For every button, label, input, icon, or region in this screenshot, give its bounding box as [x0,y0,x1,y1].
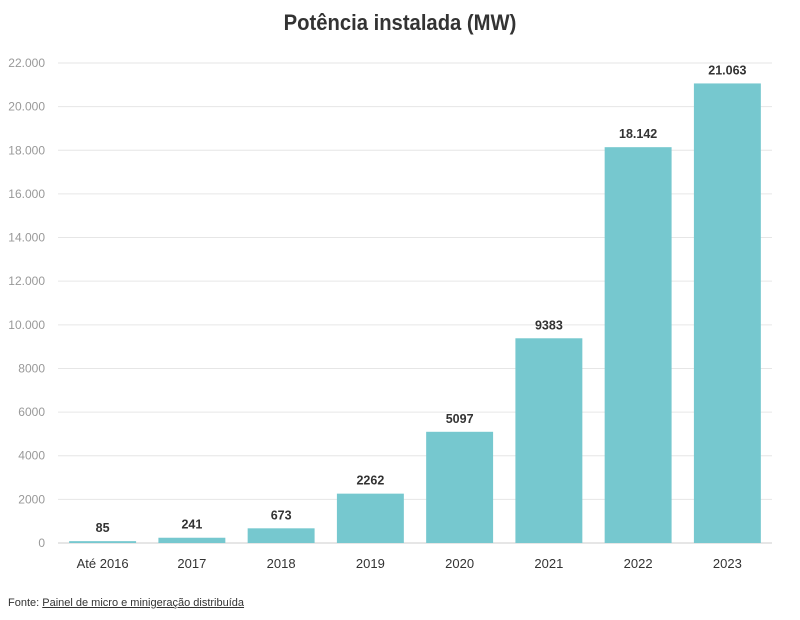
bar [515,338,583,543]
source-prefix: Fonte: [8,597,40,609]
y-tick-label: 16.000 [8,187,45,201]
bar [604,147,672,543]
y-tick-label: 6000 [18,405,45,419]
y-tick-label: 0 [38,536,45,550]
bar-value-label: 241 [181,518,202,532]
bar [693,83,761,543]
y-tick-label: 14.000 [8,231,45,245]
x-category-label: Até 2016 [77,556,129,571]
bar-value-label: 5097 [446,412,474,426]
y-tick-label: 4000 [18,449,45,463]
bar-value-label: 2262 [356,474,384,488]
bar-value-label: 21.063 [708,63,746,77]
y-tick-label: 12.000 [8,274,45,288]
x-category-label: 2017 [177,556,206,571]
y-tick-label: 10.000 [8,318,45,332]
bar [158,537,226,543]
x-category-label: 2021 [534,556,563,571]
bar [426,431,494,543]
y-tick-label: 18.000 [8,143,45,157]
bar-value-label: 85 [96,521,110,535]
y-tick-label: 8000 [18,361,45,375]
y-tick-label: 2000 [18,492,45,506]
x-category-label: 2022 [624,556,653,571]
x-category-label: 2019 [356,556,385,571]
source-link[interactable]: Painel de micro e minigeração distribuíd… [42,597,245,609]
source-note: Fonte: Painel de micro e minigeração dis… [8,597,244,609]
chart-title: Potência instalada (MW) [283,10,517,35]
bar-value-label: 18.142 [619,127,657,141]
bar-value-label: 673 [271,508,292,522]
y-tick-label: 20.000 [8,100,45,114]
bar-chart: 0 2000 4000 6000 8000 10.000 12.000 14.000 16.00… [8,56,772,571]
x-category-label: 2020 [445,556,474,571]
bar-value-label: 9383 [535,318,563,332]
x-category-label: 2018 [267,556,296,571]
x-category-label: 2023 [713,556,742,571]
bar [69,541,137,543]
y-tick-label: 22.000 [8,56,45,70]
bar [336,493,404,543]
bar [247,528,315,543]
